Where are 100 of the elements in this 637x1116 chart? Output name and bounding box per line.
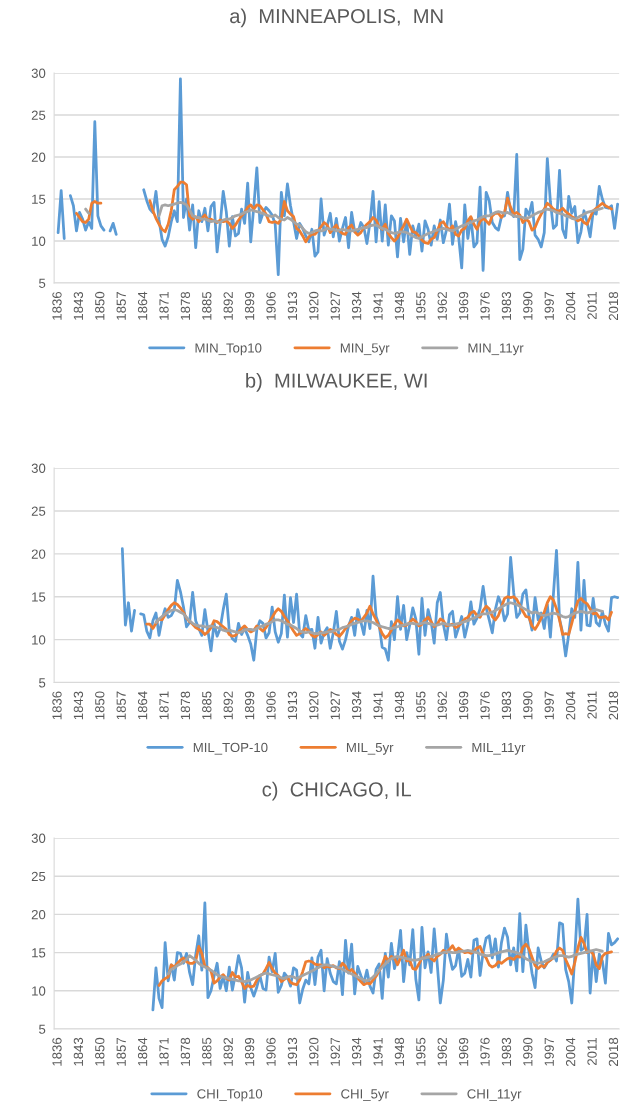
x-tick-label: 1997 bbox=[544, 691, 554, 720]
x-tick-label: 1885 bbox=[202, 1037, 212, 1066]
x-tick-label: 1913 bbox=[287, 1037, 298, 1066]
x-tick-label: 1850 bbox=[95, 1037, 105, 1066]
x-tick-label: 1976 bbox=[480, 691, 490, 720]
y-tick-label: 30 bbox=[31, 68, 46, 78]
chart-title: b) MILWAUKEE, WI bbox=[246, 372, 427, 392]
x-tick-label: 1934 bbox=[351, 1037, 362, 1066]
y-tick-label: 25 bbox=[31, 506, 46, 516]
x-tick-label: 1836 bbox=[52, 291, 62, 320]
x-tick-label: 1948 bbox=[394, 691, 405, 720]
x-tick-label: 1913 bbox=[287, 691, 298, 720]
x-tick-label: 1983 bbox=[501, 291, 512, 320]
x-tick-label: 1906 bbox=[266, 1037, 276, 1066]
x-tick-label: 1969 bbox=[458, 291, 469, 320]
x-tick-label: 1892 bbox=[223, 292, 233, 320]
x-tick-label: 1962 bbox=[437, 691, 447, 720]
x-tick-label: 1843 bbox=[73, 291, 84, 320]
x-tick-label: 1990 bbox=[523, 291, 533, 320]
legend-label: MIN_Top10 bbox=[195, 343, 262, 356]
x-tick-label: 1983 bbox=[501, 1037, 512, 1066]
y-tick-label: 5 bbox=[39, 278, 46, 288]
x-tick-label: 1843 bbox=[73, 691, 84, 720]
y-tick-label: 5 bbox=[39, 1024, 46, 1034]
x-tick-label: 1864 bbox=[137, 1037, 148, 1066]
y-tick-label: 10 bbox=[32, 236, 46, 246]
x-tick-label: 1955 bbox=[416, 291, 426, 320]
x-tick-label: 1850 bbox=[95, 691, 105, 720]
legend-label: CHI_11yr bbox=[467, 1089, 522, 1102]
x-tick-label: 1990 bbox=[523, 1037, 533, 1066]
x-tick-label: 1955 bbox=[416, 691, 426, 720]
x-tick-label: 1864 bbox=[137, 291, 148, 320]
x-tick-label: 1927 bbox=[330, 1037, 340, 1066]
x-tick-label: 1976 bbox=[480, 291, 490, 320]
x-tick-label: 2011 bbox=[587, 691, 597, 719]
x-tick-label: 1871 bbox=[159, 291, 169, 320]
y-tick-label: 10 bbox=[32, 635, 46, 645]
x-tick-label: 1871 bbox=[159, 691, 169, 720]
y-tick-label: 20 bbox=[31, 549, 46, 559]
y-tick-label: 30 bbox=[31, 463, 46, 473]
x-tick-label: 2004 bbox=[565, 291, 576, 321]
x-tick-label: 1878 bbox=[180, 291, 191, 320]
x-tick-label: 1962 bbox=[437, 292, 447, 320]
x-tick-label: 1892 bbox=[223, 1037, 233, 1066]
x-tick-label: 1941 bbox=[373, 1037, 383, 1066]
x-tick-label: 1948 bbox=[394, 1037, 405, 1066]
x-tick-label: 1843 bbox=[73, 1037, 84, 1066]
x-tick-label: 1920 bbox=[309, 691, 319, 720]
x-tick-label: 1997 bbox=[544, 1037, 554, 1066]
chart-title: a) MINNEAPOLIS, MN bbox=[230, 8, 443, 28]
y-tick-label: 25 bbox=[31, 110, 46, 120]
x-tick-label: 1857 bbox=[116, 1037, 126, 1066]
x-tick-label: 1997 bbox=[544, 292, 554, 320]
y-tick-label: 30 bbox=[31, 833, 46, 843]
y-tick-label: 25 bbox=[31, 871, 46, 882]
x-tick-label: 1920 bbox=[309, 291, 319, 320]
x-tick-label: 1948 bbox=[394, 291, 405, 320]
legend-label: MIL_11yr bbox=[472, 742, 526, 755]
x-tick-label: 1899 bbox=[244, 691, 255, 720]
legend-label: MIL_TOP-10 bbox=[193, 742, 268, 755]
y-tick-label: 15 bbox=[32, 948, 46, 958]
legend-label: MIN_11yr bbox=[468, 343, 524, 356]
x-tick-label: 1906 bbox=[266, 691, 276, 720]
y-tick-label: 15 bbox=[32, 194, 46, 204]
line-series bbox=[166, 948, 604, 983]
x-tick-label: 1941 bbox=[373, 291, 383, 320]
x-tick-label: 1962 bbox=[437, 1037, 447, 1066]
x-tick-label: 1941 bbox=[373, 691, 383, 720]
y-tick-label: 10 bbox=[32, 986, 46, 996]
x-tick-label: 1899 bbox=[244, 291, 255, 320]
legend-label: MIN_5yr bbox=[340, 343, 390, 356]
x-tick-label: 1857 bbox=[116, 691, 126, 720]
x-tick-label: 1955 bbox=[416, 1037, 426, 1066]
x-tick-label: 1899 bbox=[244, 1037, 255, 1066]
x-tick-label: 1836 bbox=[52, 1037, 62, 1066]
y-tick-label: 15 bbox=[32, 592, 46, 602]
x-tick-label: 1969 bbox=[458, 1037, 469, 1066]
x-tick-label: 2018 bbox=[608, 1037, 619, 1066]
x-tick-label: 1920 bbox=[309, 1037, 319, 1066]
y-tick-label: 20 bbox=[31, 152, 46, 162]
x-tick-label: 1934 bbox=[351, 691, 362, 720]
x-tick-label: 1864 bbox=[137, 691, 148, 720]
legend-label: CHI_5yr bbox=[341, 1089, 389, 1102]
x-tick-label: 2011 bbox=[587, 1037, 597, 1065]
x-tick-label: 1871 bbox=[159, 1037, 169, 1066]
y-tick-label: 20 bbox=[31, 909, 46, 920]
chart-title: c) CHICAGO, IL bbox=[262, 781, 411, 801]
x-tick-label: 1878 bbox=[180, 1037, 191, 1066]
y-tick-label: 5 bbox=[39, 678, 46, 688]
x-tick-label: 2004 bbox=[565, 691, 576, 720]
x-tick-label: 1913 bbox=[287, 291, 298, 320]
legend-label: MIL_5yr bbox=[346, 742, 394, 755]
x-tick-label: 2018 bbox=[608, 291, 619, 321]
x-tick-label: 1927 bbox=[330, 691, 340, 720]
legend-label: CHI_Top10 bbox=[197, 1089, 263, 1102]
x-tick-label: 1990 bbox=[523, 691, 533, 720]
line-series bbox=[154, 601, 604, 636]
x-tick-label: 1836 bbox=[52, 691, 62, 720]
x-tick-label: 2004 bbox=[565, 1037, 576, 1066]
x-tick-label: 2011 bbox=[587, 291, 597, 320]
